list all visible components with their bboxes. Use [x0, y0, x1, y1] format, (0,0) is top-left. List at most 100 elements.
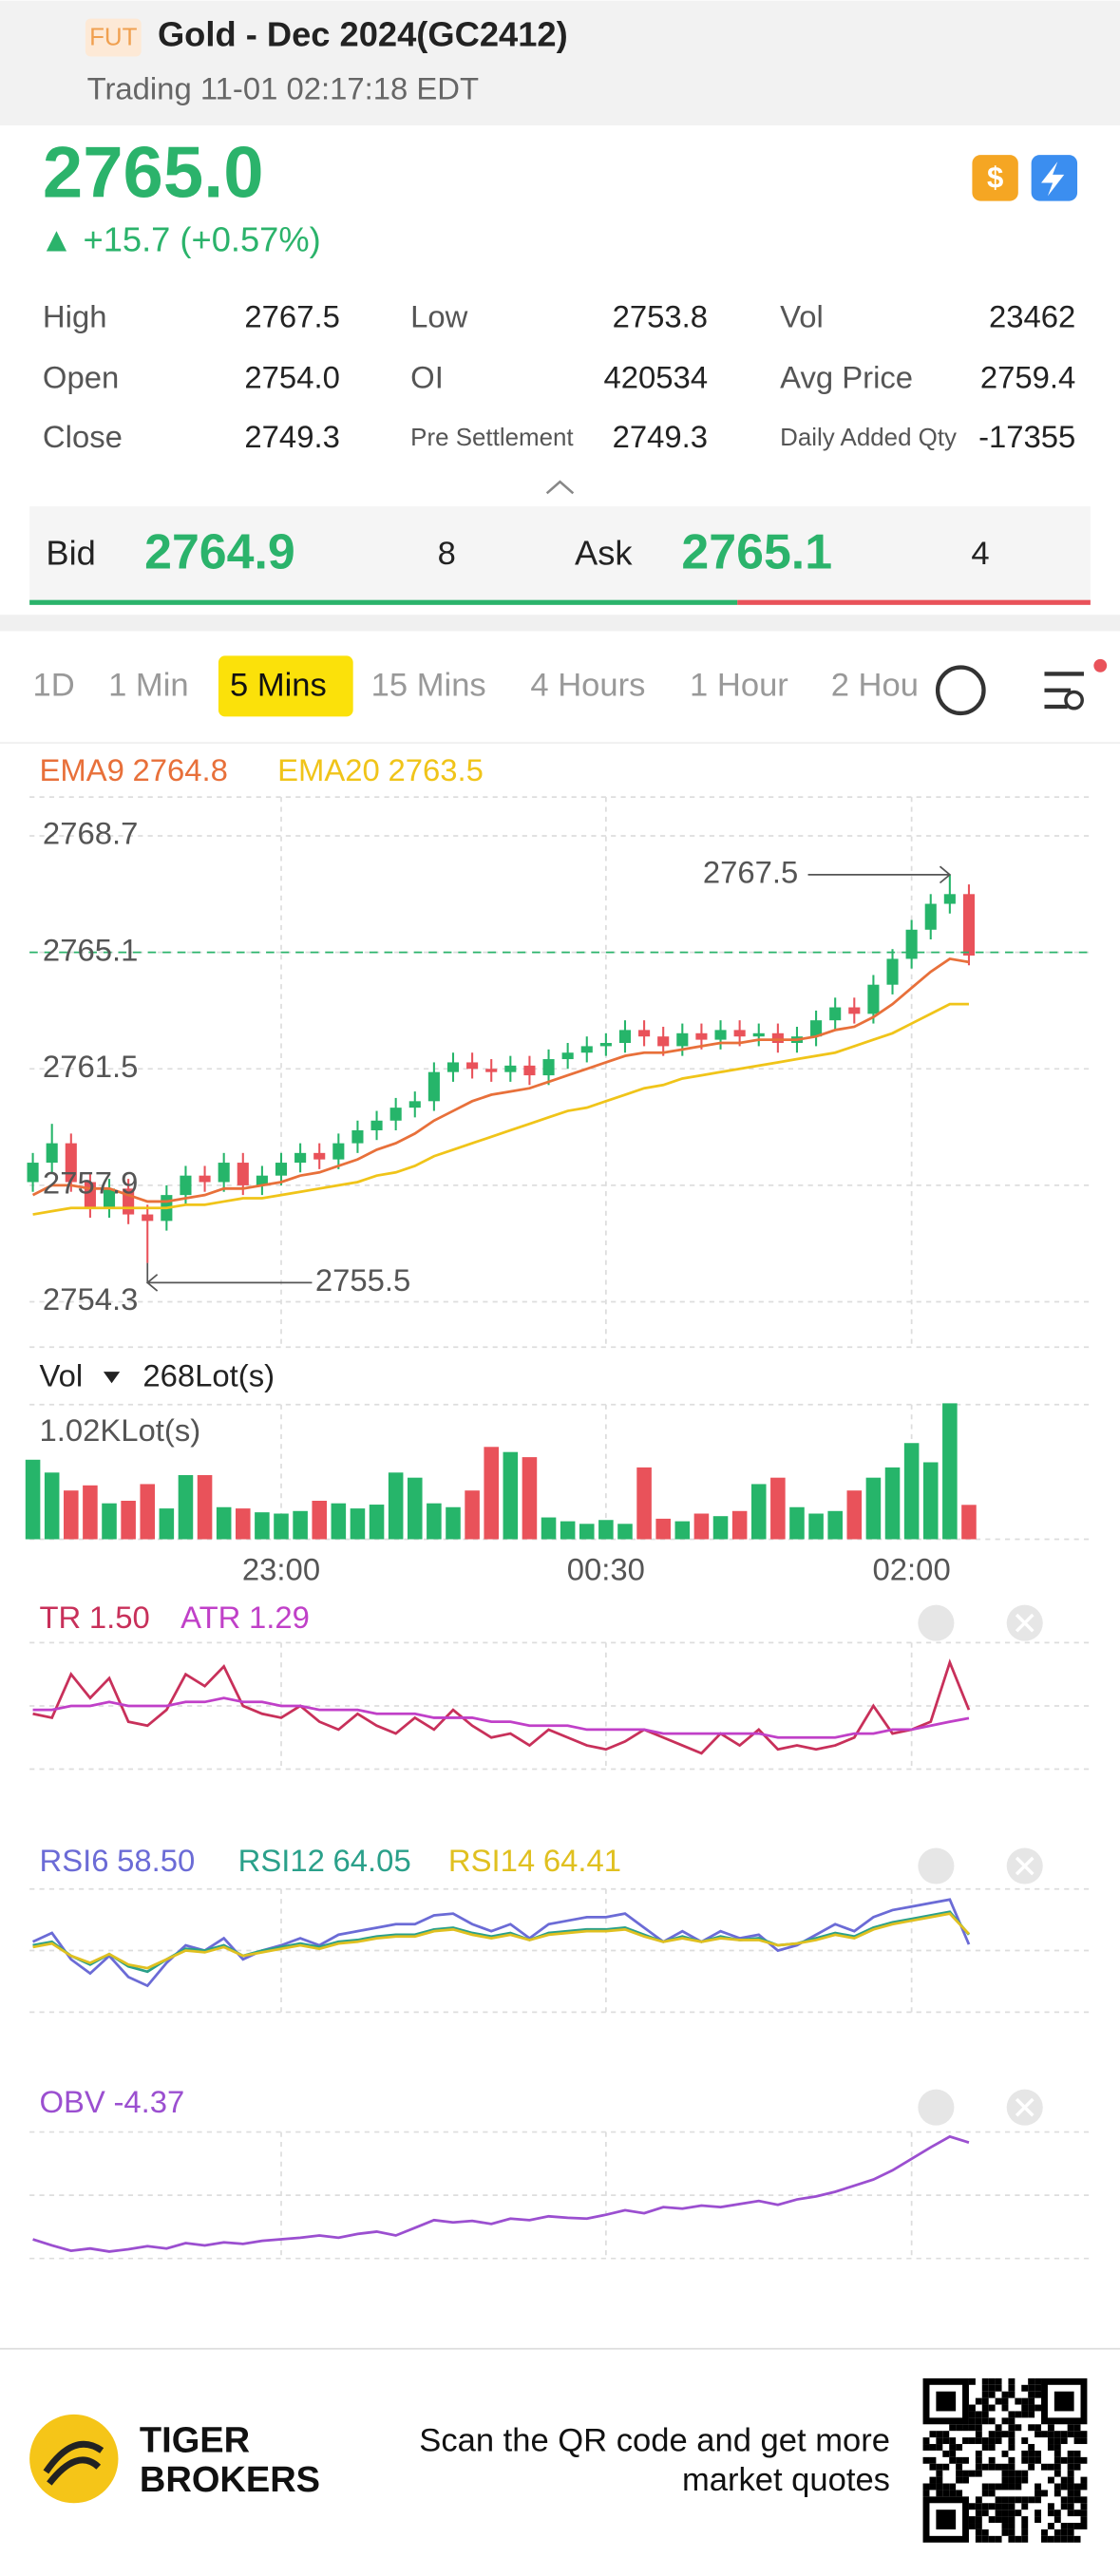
qr-cell — [922, 2444, 930, 2451]
qr-cell — [1073, 2483, 1081, 2491]
ema-line — [32, 1002, 969, 1216]
qr-cell — [922, 2456, 930, 2464]
stat-value: -17355 — [978, 419, 1075, 454]
collapse-caret[interactable] — [545, 480, 575, 495]
qr-cell — [1060, 2503, 1068, 2510]
stat-value: 23462 — [989, 299, 1075, 334]
stat-label: Open — [43, 360, 119, 395]
volume-bar — [922, 1462, 939, 1540]
tab[interactable]: 15 Mins — [371, 667, 486, 703]
stat-label: Close — [43, 419, 123, 454]
volume-bar — [884, 1467, 901, 1540]
qr-cell — [1054, 2490, 1061, 2497]
qr-cell — [981, 2490, 989, 2497]
stat-label: OI — [410, 360, 444, 395]
qr-cell — [1028, 2496, 1035, 2504]
title: Gold - Dec 2024(GC2412) — [158, 14, 568, 53]
qr-cell — [949, 2483, 957, 2491]
candle-body — [332, 1143, 345, 1160]
low-arrow — [145, 1262, 313, 1292]
qr-cell — [1073, 2431, 1081, 2438]
qr-cell — [1021, 2523, 1029, 2529]
qr-cell — [929, 2456, 937, 2464]
volume-bar — [503, 1451, 519, 1540]
volume-bar — [522, 1457, 538, 1540]
qr-cell — [1047, 2463, 1054, 2471]
y-tick-label: 2754.3 — [43, 1281, 138, 1316]
qr-cell — [995, 2510, 1002, 2517]
settings-icon[interactable] — [1044, 672, 1084, 710]
tab[interactable]: 1 Hour — [690, 667, 788, 703]
qr-cell — [942, 2463, 950, 2471]
qr-cell — [1021, 2411, 1029, 2418]
qr-cell — [1035, 2450, 1042, 2457]
qr-cell — [1073, 2437, 1081, 2445]
coin-icon[interactable] — [972, 155, 1018, 201]
qr-cell — [1001, 2391, 1009, 2398]
qr-cell — [1021, 2516, 1029, 2524]
candle-body — [905, 929, 918, 959]
volume-bar — [83, 1485, 98, 1540]
qr-cell — [1073, 2450, 1081, 2457]
qr-cell — [995, 2496, 1002, 2504]
volume-caret[interactable] — [103, 1372, 121, 1384]
qr-cell — [988, 2463, 996, 2471]
tab[interactable]: 2 Hou — [831, 667, 919, 703]
qr-cell — [956, 2476, 963, 2484]
qr-cell — [1008, 2431, 1016, 2438]
qr-cell — [1067, 2483, 1074, 2491]
qr-cell — [1028, 2404, 1035, 2412]
qr-cell — [968, 2516, 976, 2524]
tab[interactable]: 1 Min — [108, 667, 189, 703]
volume-bar — [140, 1484, 156, 1540]
qr-cell — [962, 2437, 969, 2445]
qr-cell — [1041, 2529, 1048, 2536]
qr-cell — [975, 2456, 982, 2464]
qr-cell — [1008, 2476, 1016, 2484]
stat-value: 2754.0 — [244, 360, 339, 395]
qr-cell — [936, 2444, 943, 2451]
legend-value: 2763.5 — [388, 752, 483, 787]
candle-body — [599, 1043, 612, 1047]
close-glyph — [1015, 2097, 1035, 2117]
qr-cell — [975, 2450, 982, 2457]
qr-cell — [981, 2463, 989, 2471]
qr-cell — [975, 2529, 982, 2536]
qr-cell — [1073, 2510, 1081, 2517]
tab[interactable]: 4 Hours — [530, 667, 645, 703]
volume-bar — [560, 1521, 576, 1540]
qr-cell — [1035, 2431, 1042, 2438]
qr-cell — [956, 2463, 963, 2471]
qr-cell — [995, 2377, 1002, 2385]
qr-cell — [968, 2404, 976, 2412]
qr-cell — [995, 2431, 1002, 2438]
volume-bar — [674, 1521, 691, 1540]
pin-button[interactable] — [918, 1847, 955, 1885]
qr-cell — [988, 2483, 996, 2491]
qr-cell — [1047, 2510, 1054, 2517]
qr-cell — [1054, 2444, 1061, 2451]
candle-body — [370, 1120, 383, 1130]
tab[interactable]: 5 Mins — [230, 667, 327, 703]
qr-cell — [975, 2470, 982, 2477]
indicator-icon[interactable] — [935, 665, 986, 716]
stat-label: High — [43, 299, 107, 334]
qr-cell — [1073, 2490, 1081, 2497]
candle-body — [924, 903, 937, 930]
volume-bar — [25, 1459, 41, 1540]
qr-cell — [949, 2450, 957, 2457]
qr-cell — [1028, 2450, 1035, 2457]
qr-cell — [1021, 2529, 1029, 2536]
qr-cell — [1035, 2384, 1042, 2392]
tab[interactable]: 1D — [33, 667, 75, 703]
qr-finder — [1041, 2377, 1088, 2425]
obv-line — [32, 2134, 970, 2253]
volume-bar — [636, 1467, 652, 1540]
volume-bar — [255, 1512, 270, 1540]
candle-body — [103, 1188, 116, 1208]
pin-button[interactable] — [918, 1604, 955, 1641]
pin-button[interactable] — [918, 2089, 955, 2126]
qr-cell — [1060, 2476, 1068, 2484]
qr-cell — [995, 2463, 1002, 2471]
volume-bar — [312, 1500, 328, 1540]
